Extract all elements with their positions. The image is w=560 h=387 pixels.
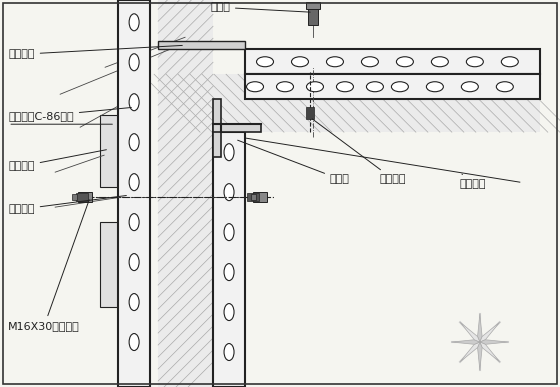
Ellipse shape: [361, 57, 379, 67]
Text: 连接角钢: 连接角钢: [8, 45, 183, 59]
Ellipse shape: [391, 82, 408, 92]
Ellipse shape: [129, 294, 139, 310]
Bar: [100, 115, 118, 187]
Ellipse shape: [129, 174, 139, 191]
Bar: [72, 194, 77, 200]
Ellipse shape: [129, 214, 139, 231]
Ellipse shape: [256, 57, 273, 67]
Ellipse shape: [366, 82, 384, 92]
Ellipse shape: [224, 184, 234, 200]
Ellipse shape: [129, 253, 139, 271]
Bar: [245, 49, 540, 74]
Ellipse shape: [129, 94, 139, 111]
Polygon shape: [480, 340, 508, 344]
Ellipse shape: [461, 82, 478, 92]
Ellipse shape: [129, 14, 139, 31]
Bar: [213, 99, 221, 157]
Text: 阴角模: 阴角模: [237, 140, 350, 184]
Ellipse shape: [466, 57, 483, 67]
Ellipse shape: [396, 57, 413, 67]
Ellipse shape: [129, 54, 139, 71]
Bar: [253, 192, 267, 202]
Text: 槽钢背楞: 槽钢背楞: [8, 150, 106, 171]
Text: 全钢定型C-86模板: 全钢定型C-86模板: [8, 108, 132, 121]
Bar: [306, 2, 320, 9]
Polygon shape: [478, 342, 482, 370]
Ellipse shape: [496, 82, 514, 92]
Polygon shape: [158, 0, 213, 387]
Bar: [247, 193, 259, 201]
Polygon shape: [478, 314, 482, 342]
Bar: [308, 7, 318, 25]
Bar: [78, 192, 92, 202]
Polygon shape: [480, 342, 500, 362]
Bar: [76, 193, 88, 201]
Ellipse shape: [224, 303, 234, 320]
Bar: [251, 194, 256, 200]
Polygon shape: [460, 322, 480, 342]
Bar: [213, 132, 245, 387]
Ellipse shape: [292, 57, 309, 67]
Ellipse shape: [306, 82, 324, 92]
Ellipse shape: [326, 57, 343, 67]
Ellipse shape: [246, 82, 264, 92]
Text: 调节缝: 调节缝: [210, 2, 310, 12]
Ellipse shape: [501, 57, 519, 67]
Ellipse shape: [431, 57, 449, 67]
Text: M16X30连接螺栓: M16X30连接螺栓: [8, 200, 89, 331]
Bar: [245, 74, 540, 99]
Ellipse shape: [129, 334, 139, 351]
Text: 模板芯管: 模板芯管: [8, 195, 127, 214]
Polygon shape: [452, 340, 480, 344]
Ellipse shape: [277, 82, 293, 92]
Ellipse shape: [224, 344, 234, 361]
Polygon shape: [480, 322, 500, 342]
Bar: [100, 222, 118, 307]
Ellipse shape: [224, 224, 234, 241]
Ellipse shape: [426, 82, 444, 92]
Ellipse shape: [337, 82, 353, 92]
Bar: [158, 41, 245, 49]
Ellipse shape: [224, 144, 234, 161]
Polygon shape: [460, 342, 480, 362]
Text: 穿墙螺栓: 穿墙螺栓: [312, 119, 407, 184]
Bar: [213, 124, 261, 132]
Polygon shape: [213, 74, 540, 132]
Ellipse shape: [224, 264, 234, 281]
Bar: [118, 0, 150, 387]
Text: 角模芯带: 角模芯带: [460, 174, 487, 189]
Bar: [306, 107, 314, 119]
Ellipse shape: [129, 134, 139, 151]
